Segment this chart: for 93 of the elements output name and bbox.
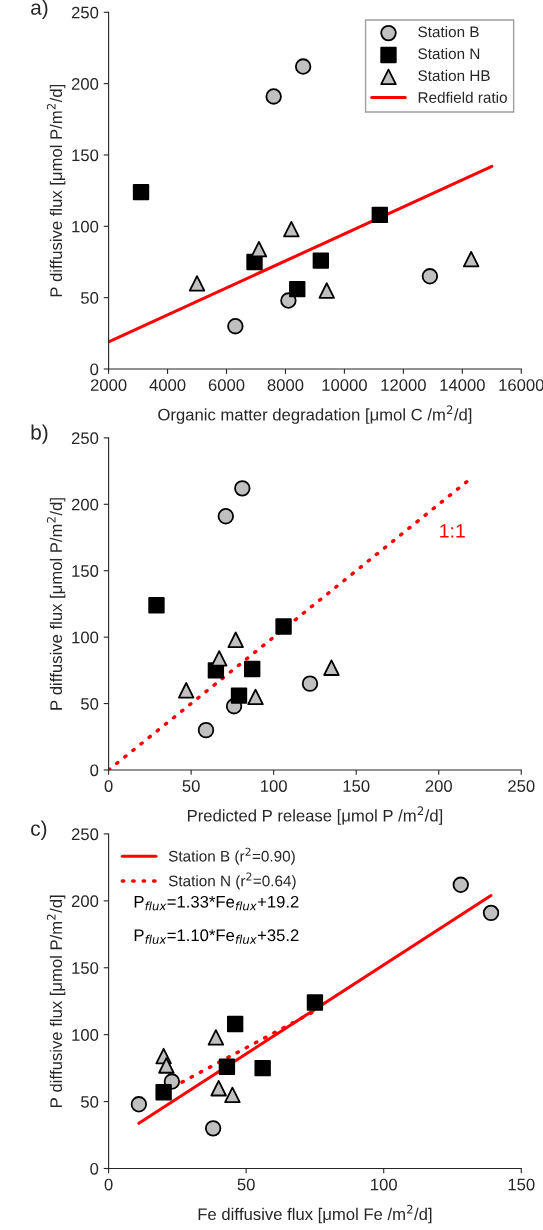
- y-tick-label: 150: [72, 565, 99, 577]
- x-tick-label: 8000: [267, 379, 304, 391]
- point: [218, 1058, 236, 1075]
- y-tick-label: 250: [71, 6, 99, 19]
- point: [421, 268, 439, 285]
- x-tick-label: 150: [508, 1178, 535, 1191]
- y-tick-label: 100: [72, 220, 99, 233]
- point: [482, 904, 500, 922]
- point: [306, 994, 324, 1011]
- point: [275, 618, 292, 635]
- y-tick-label: 150: [72, 962, 99, 974]
- point: [217, 508, 234, 525]
- point: [207, 1029, 225, 1046]
- point: [230, 687, 248, 704]
- legend-label: Station B (r$^{2}$=0.90): [168, 847, 295, 865]
- point: [371, 206, 388, 224]
- legend-label: Redfield ratio: [418, 91, 507, 103]
- point: [132, 183, 150, 201]
- point: [294, 58, 312, 75]
- x-tick-label: 16000: [499, 379, 543, 391]
- point: [254, 1059, 271, 1077]
- y-tick-label: 100: [72, 1029, 99, 1041]
- point: [265, 88, 282, 105]
- point: [312, 252, 330, 269]
- point: [250, 240, 268, 258]
- point: [155, 1084, 172, 1101]
- point: [244, 660, 261, 678]
- point: [204, 1120, 222, 1137]
- y-tick-label: 250: [71, 828, 99, 841]
- point: [452, 876, 469, 893]
- x-tick-label: 2000: [90, 379, 127, 391]
- point: [210, 1080, 227, 1097]
- y-tick-label: 150: [72, 149, 99, 162]
- y-tick-label: 0: [90, 764, 99, 777]
- legend-label: Station N: [418, 47, 480, 60]
- x-tick-label: 0: [104, 780, 113, 792]
- x-tick-label: 10000: [322, 379, 367, 391]
- x-tick-label: 200: [425, 780, 452, 792]
- y-tick-label: 50: [81, 697, 99, 710]
- annotation: P$_{flux}$=1.33*Fe$_{flux}$+19.2: [134, 895, 299, 911]
- y-axis-title: P diffusive flux [μmol P/m$^{2}$/d]: [46, 498, 66, 710]
- point: [148, 597, 165, 614]
- x-tick-label: 250: [508, 780, 535, 792]
- point: [318, 282, 335, 299]
- point: [188, 275, 206, 292]
- x-tick-label: 6000: [208, 379, 245, 391]
- x-tick-label: 0: [104, 1178, 113, 1191]
- y-tick-label: 200: [71, 78, 99, 90]
- point: [211, 650, 228, 667]
- y-axis-title: P diffusive flux [μmol P/m$^{2}$/d]: [46, 84, 66, 297]
- y-tick-label: 50: [81, 1095, 99, 1108]
- point: [130, 1096, 148, 1113]
- x-tick-label: 50: [182, 780, 200, 792]
- point: [283, 220, 300, 238]
- point: [224, 1086, 241, 1104]
- point: [197, 721, 215, 739]
- y-axis-title: P diffusive flux [μmol P/m$^{2}$/d]: [46, 895, 66, 1107]
- point: [247, 688, 264, 706]
- point: [289, 280, 306, 298]
- point: [323, 659, 340, 676]
- y-tick-label: 100: [72, 631, 99, 644]
- x-tick-label: 4000: [149, 379, 186, 391]
- y-tick-label: 200: [71, 498, 99, 511]
- x-tick-label: 14000: [440, 379, 485, 391]
- annotation: 1:1: [440, 524, 465, 538]
- chart-title: a): [31, 0, 48, 19]
- point: [158, 1057, 175, 1074]
- x-tick-label: 12000: [381, 379, 426, 391]
- legend-label: Station B: [418, 26, 479, 38]
- x-tick-label: 50: [237, 1178, 255, 1191]
- point: [227, 318, 244, 335]
- chart-title: b): [31, 424, 48, 444]
- x-tick-label: 150: [343, 780, 370, 792]
- point: [462, 250, 480, 268]
- point: [227, 631, 244, 648]
- x-axis-title: Organic matter degradation [μmol C /m$^{2}$/d]: [158, 405, 472, 424]
- y-tick-label: 50: [81, 292, 99, 304]
- x-axis-title: Fe diffusive flux [μmol Fe /m$^{2}$/d]: [198, 1204, 432, 1224]
- point: [177, 682, 195, 699]
- annotation: P$_{flux}$=1.10*Fe$_{flux}$+35.2: [134, 929, 299, 944]
- x-tick-label: 100: [261, 780, 287, 792]
- point: [226, 1015, 244, 1033]
- y-tick-label: 0: [90, 1162, 99, 1175]
- x-axis-title: Predicted P release [μmol P /m$^{2}$/d]: [187, 806, 443, 825]
- y-tick-label: 0: [90, 363, 99, 376]
- legend-label: Station N (r$^{2}$=0.64): [168, 872, 296, 890]
- point: [234, 480, 251, 497]
- x-tick-label: 100: [371, 1178, 397, 1191]
- chart-title: c): [31, 820, 47, 840]
- y-tick-label: 200: [71, 895, 99, 908]
- legend-label: Station HB: [418, 69, 490, 82]
- y-tick-label: 250: [71, 432, 99, 445]
- point: [301, 675, 319, 692]
